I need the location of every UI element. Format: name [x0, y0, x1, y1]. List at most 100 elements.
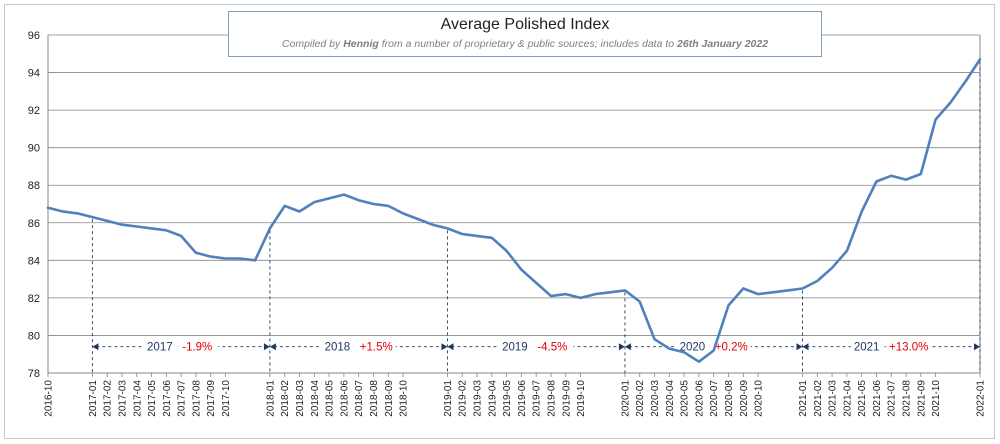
x-tick-label: 2019-06: [517, 380, 528, 417]
period-change: +0.2%: [715, 342, 748, 354]
x-tick-label: 2022-01: [976, 380, 987, 417]
x-tick-label: 2019-07: [532, 380, 543, 417]
period-label-bg: [850, 337, 885, 352]
x-tick-label: 2019-08: [546, 380, 557, 417]
x-tick-label: 2021-10: [931, 380, 942, 417]
x-tick-label: 2020-07: [709, 380, 720, 417]
y-tick-label: 82: [28, 293, 40, 305]
period-change-bg: [886, 337, 932, 352]
period-change: +1.5%: [360, 342, 393, 354]
x-tick-label: 2018-03: [295, 380, 306, 417]
x-tick-label: 2018-08: [369, 380, 380, 417]
period-label: 2020: [680, 342, 706, 354]
y-tick-label: 90: [28, 143, 40, 155]
x-tick-label: 2021-05: [857, 380, 868, 417]
x-tick-label: 2017-04: [132, 380, 143, 417]
period-arrow-head-left: [447, 343, 454, 351]
period-change-bg: [534, 337, 574, 352]
x-tick-label: 2018-01: [265, 380, 276, 417]
period-arrow-head-left: [624, 343, 631, 351]
period-arrow-head-right: [796, 343, 803, 351]
x-tick-label: 2018-09: [384, 380, 395, 417]
period-change-bg: [356, 337, 396, 352]
period-label-bg: [321, 337, 355, 352]
y-tick-label: 80: [28, 330, 40, 342]
year-periods: 2017 -1.9% 2018 +1.5% 2019 -4.5% 2020 +0.2% 2021…: [92, 337, 980, 354]
y-tick-label: 96: [28, 30, 40, 42]
x-tick-label: 2019-01: [443, 380, 454, 417]
period-label-bg: [499, 337, 533, 352]
x-tick-label: 2017-08: [191, 380, 202, 417]
x-tick-label: 2018-05: [325, 380, 336, 417]
subtitle-author: Hennig: [343, 38, 379, 50]
x-tick-label: 2017-05: [147, 380, 158, 417]
x-tick-label: 2018-04: [310, 380, 321, 417]
x-tick-label: 2020-05: [680, 380, 691, 417]
period-arrow-head-right: [263, 343, 270, 351]
x-tick-label: 2018-02: [280, 380, 291, 417]
x-tick-label: 2020-10: [754, 380, 765, 417]
period-arrow-head-right: [974, 343, 980, 351]
x-tick-label: 2020-04: [665, 380, 676, 417]
period-label: 2019: [502, 342, 528, 354]
period-change: -1.9%: [182, 342, 212, 354]
x-tick-label: 2016-10: [44, 380, 55, 417]
subtitle-part-2: from a number of proprietary & public so…: [378, 38, 678, 50]
y-tick-label: 86: [28, 218, 40, 230]
x-tick-label: 2021-03: [828, 380, 839, 417]
period-arrow-head-right: [618, 343, 625, 351]
x-tick-label: 2020-01: [620, 380, 631, 417]
period-arrow-head-left: [802, 343, 809, 351]
x-tick-label: 2020-09: [739, 380, 750, 417]
x-tick-label: 2020-02: [635, 380, 646, 417]
period-change: -4.5%: [537, 342, 567, 354]
period-2019: 2019 -4.5%: [447, 337, 625, 354]
x-tick-label: 2021-02: [813, 380, 824, 417]
period-label: 2018: [325, 342, 351, 354]
x-tick-label: 2021-01: [798, 380, 809, 417]
y-tick-label: 78: [28, 368, 40, 380]
period-arrow-head-right: [441, 343, 448, 351]
x-tick-label: 2017-01: [88, 380, 99, 417]
x-tick-label: 2020-03: [650, 380, 661, 417]
period-2017: 2017 -1.9%: [92, 337, 270, 354]
period-change-bg: [179, 337, 219, 352]
chart-subtitle: Compiled by Hennig from a number of prop…: [229, 38, 821, 50]
axes: 78 80 82 84 86 88 90 92 94 96 2016-10 2017-01 2017-0…: [28, 30, 987, 417]
x-tick-label: 2018-06: [339, 380, 350, 417]
x-tick-label: 2021-08: [902, 380, 913, 417]
x-tick-label: 2017-07: [177, 380, 188, 417]
x-tick-label: 2021-04: [842, 380, 853, 417]
period-label: 2017: [147, 342, 173, 354]
x-tick-label: 2019-05: [502, 380, 513, 417]
y-tick-label: 92: [28, 105, 40, 117]
y-tick-label: 84: [28, 255, 40, 267]
period-change: +13.0%: [889, 342, 928, 354]
period-arrow-head-left: [269, 343, 276, 351]
x-tick-label: 2017-03: [117, 380, 128, 417]
year-markers: [91, 61, 981, 373]
x-tick-label: 2021-06: [872, 380, 883, 417]
x-tick-label: 2019-10: [576, 380, 587, 417]
series-line: [46, 58, 982, 364]
x-tick-label: 2019-04: [487, 380, 498, 417]
x-tick-label: 2017-02: [103, 380, 114, 417]
x-tick-label: 2019-09: [561, 380, 572, 417]
x-tick-label: 2020-06: [694, 380, 705, 417]
subtitle-part-1: Compiled by: [281, 38, 344, 50]
x-tick-label: 2021-09: [916, 380, 927, 417]
y-tick-label: 94: [28, 68, 40, 80]
period-label-bg: [676, 337, 710, 352]
x-tick-label: 2017-09: [206, 380, 217, 417]
gridlines: [48, 34, 980, 336]
period-label: 2021: [854, 342, 880, 354]
x-tick-label: 2019-02: [458, 380, 469, 417]
period-2018: 2018 +1.5%: [269, 337, 448, 354]
chart-frame: [4, 4, 995, 439]
x-tick-label: 2018-10: [399, 380, 410, 417]
y-tick-label: 88: [28, 180, 40, 192]
period-2021: 2021 +13.0%: [802, 337, 980, 354]
period-label-bg: [144, 337, 178, 352]
period-change-bg: [711, 337, 751, 352]
x-tick-label: 2018-07: [354, 380, 365, 417]
